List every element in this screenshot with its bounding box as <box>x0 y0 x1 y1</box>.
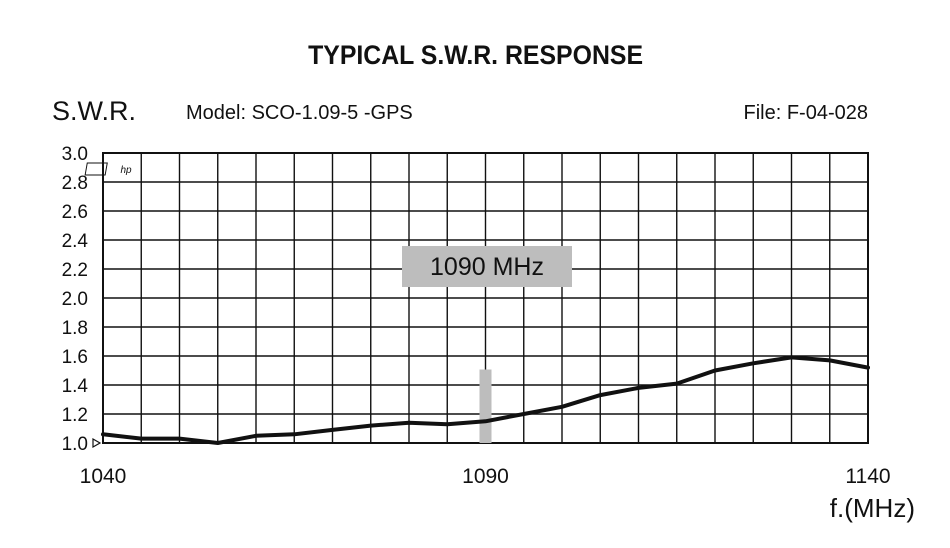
swr-series-line <box>101 355 870 445</box>
y-tick-label: 1.6 <box>62 347 88 368</box>
file-label: File: F-04-028 <box>743 102 869 124</box>
frequency-annotation-label: 1090 MHz <box>430 253 544 281</box>
hp-logo-icon <box>84 162 108 176</box>
chart-title: TYPICAL S.W.R. RESPONSE <box>308 40 644 70</box>
model-label: Model: SCO-1.09-5 -GPS <box>186 102 413 124</box>
x-tick-label: 1090 <box>462 465 509 488</box>
y-tick-label: 2.2 <box>62 260 88 281</box>
y-tick-label: 1.4 <box>62 376 89 397</box>
x-tick-label: 1040 <box>80 465 127 488</box>
x-axis-label: f.(MHz) <box>830 493 915 523</box>
y-tick-label: 1.2 <box>62 405 88 426</box>
y-tick-label: 2.4 <box>62 231 89 252</box>
x-tick-label: 1140 <box>845 465 890 488</box>
frequency-marker-band <box>479 369 492 443</box>
y-axis-label: S.W.R. <box>52 96 137 126</box>
y-tick-label: 1.8 <box>62 318 88 339</box>
y-tick-label: 3.0 <box>62 144 88 165</box>
y-tick-label: 2.8 <box>62 173 88 194</box>
y-tick-label: 1.0 <box>62 434 88 455</box>
frequency-annotation-box <box>402 246 572 287</box>
y-tick-label: 2.0 <box>62 289 88 310</box>
y-axis-pointer-icon <box>92 437 102 449</box>
y-tick-label: 2.6 <box>62 202 88 223</box>
hp-logo-text: hp <box>120 165 132 176</box>
